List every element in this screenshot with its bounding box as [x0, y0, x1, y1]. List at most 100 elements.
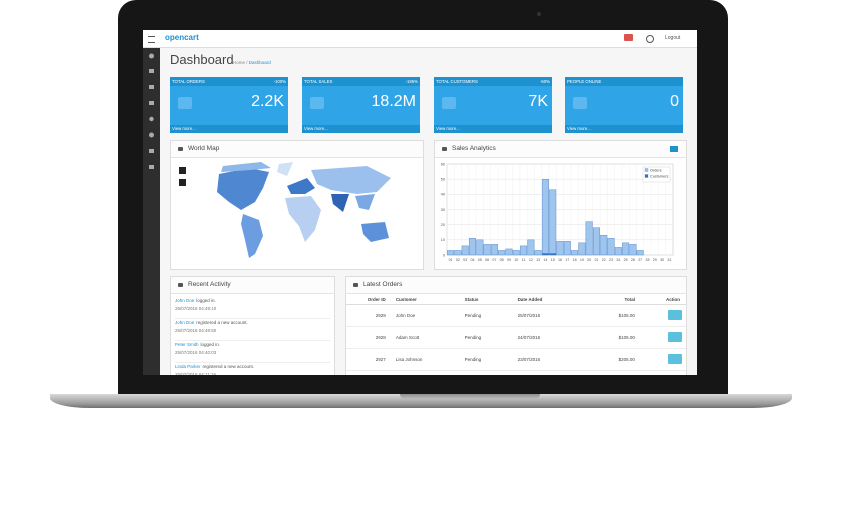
camera [537, 12, 541, 16]
tile-title: TOTAL SALES [304, 79, 333, 84]
tile-value: 7K [528, 93, 548, 110]
column-header: Customer [389, 294, 459, 305]
country-region[interactable] [285, 196, 321, 242]
nav-icon[interactable] [149, 132, 154, 138]
country-region[interactable] [287, 178, 315, 194]
tile-change: -100% [273, 79, 286, 84]
help-icon[interactable] [646, 35, 654, 43]
tile-link[interactable]: View more... [565, 125, 683, 133]
country-region[interactable] [217, 168, 269, 210]
latest-orders-panel: Latest Orders Order ID Customer Status Date… [345, 276, 687, 375]
activity-user[interactable]: John Doe [175, 320, 195, 325]
bar [498, 250, 506, 256]
y-tick-label: 60 [441, 162, 445, 166]
bar [549, 253, 557, 256]
breadcrumb-item[interactable]: Home [233, 60, 246, 65]
legend-label: Customers [650, 174, 668, 178]
tile-link[interactable]: View more... [170, 125, 288, 133]
tile-link[interactable]: View more... [302, 125, 420, 133]
legend-label: Orders [650, 168, 662, 172]
stat-tile: PEOPLE ONLINE 0 View more... [565, 77, 683, 133]
stat-tile: TOTAL CUSTOMERS -50% 7K View more... [434, 77, 552, 133]
country-region[interactable] [241, 214, 263, 258]
zoom-out[interactable] [179, 179, 186, 186]
nav-icon[interactable] [149, 101, 154, 105]
tile-title: TOTAL CUSTOMERS [436, 79, 478, 84]
order-cell: 23/07/2016 [511, 348, 581, 371]
country-region[interactable] [311, 166, 391, 194]
activity-user[interactable]: Peter Smith [175, 342, 199, 347]
alert-icon[interactable] [624, 34, 633, 41]
country-region[interactable] [277, 162, 293, 176]
view-order-button[interactable] [668, 354, 682, 364]
column-header: Date Added [511, 294, 581, 305]
zoom-in[interactable] [179, 167, 186, 174]
nav-icon[interactable] [149, 116, 154, 122]
base-notch [400, 394, 540, 399]
x-tick-label: 31 [667, 258, 671, 262]
bar [600, 235, 608, 256]
activity-date: 25/07/2016 04:40:03 [175, 350, 217, 355]
bar [541, 253, 549, 256]
tile-icon [178, 97, 192, 109]
legend-swatch [644, 168, 649, 172]
page-title: Dashboard [170, 52, 234, 67]
bar [549, 189, 557, 256]
logout-link[interactable]: Logout [665, 35, 681, 41]
nav-icon[interactable] [149, 85, 154, 89]
x-tick-label: 13 [536, 258, 540, 262]
country-region[interactable] [361, 222, 389, 242]
view-order-button[interactable] [668, 332, 682, 342]
activity-date: 25/07/2016 04:49:10 [175, 306, 217, 311]
bar [520, 245, 528, 256]
tile-value: 0 [670, 93, 679, 110]
order-cell: John Doe [389, 304, 459, 327]
range-picker[interactable] [670, 146, 678, 152]
x-tick-label: 28 [645, 258, 649, 262]
logo[interactable]: opencart [165, 33, 199, 42]
panel-title: Latest Orders [363, 281, 403, 288]
x-tick-label: 23 [609, 258, 613, 262]
country-region[interactable] [221, 162, 271, 172]
tile-title: TOTAL ORDERS [172, 79, 205, 84]
bar [629, 244, 637, 256]
legend-swatch [644, 174, 649, 178]
breadcrumb: Home / Dashboard [233, 60, 271, 65]
x-tick-label: 21 [594, 258, 598, 262]
tile-value: 18.2M [371, 93, 416, 110]
screen: opencart Logout Dashboard Home / Dashboa… [143, 30, 697, 375]
activity-user[interactable]: John Doe [175, 298, 195, 303]
nav-icon[interactable] [149, 53, 154, 59]
tile-header: TOTAL CUSTOMERS -50% [434, 77, 552, 86]
menu-toggle[interactable] [148, 36, 155, 43]
world-map-panel: World Map [170, 140, 424, 270]
x-tick-label: 11 [522, 258, 526, 262]
order-cell: $205.00 [580, 348, 641, 371]
legend-box [642, 166, 671, 183]
nav-icon[interactable] [149, 149, 154, 153]
tile-icon [442, 97, 456, 109]
world-map [179, 162, 391, 258]
y-tick-label: 10 [441, 238, 445, 242]
bar [505, 248, 513, 256]
activity-item: Peter Smith logged in. 25/07/2016 04:40:03 [175, 342, 330, 363]
sidebar [143, 48, 160, 375]
activity-date: 25/07/2016 04:48:50 [175, 328, 217, 333]
activity-user[interactable]: Linda Parker [175, 364, 201, 369]
country-region[interactable] [355, 194, 375, 210]
order-cell: 2929 [346, 304, 390, 327]
breadcrumb-item[interactable]: Dashboard [248, 60, 271, 65]
activity-action: registered a new account. [202, 364, 255, 369]
view-order-button[interactable] [668, 310, 682, 320]
nav-icon[interactable] [149, 69, 154, 73]
bar [454, 250, 462, 256]
column-header: Action [640, 294, 686, 305]
activity-date: 25/07/2016 04:11:16 [175, 372, 216, 375]
bar [636, 250, 644, 256]
nav-icon[interactable] [149, 165, 154, 169]
y-tick-label: 20 [441, 223, 445, 227]
panel-title: Sales Analytics [452, 145, 496, 152]
country-region[interactable] [331, 194, 349, 212]
x-tick-label: 12 [529, 258, 533, 262]
tile-link[interactable]: View more... [434, 125, 552, 133]
